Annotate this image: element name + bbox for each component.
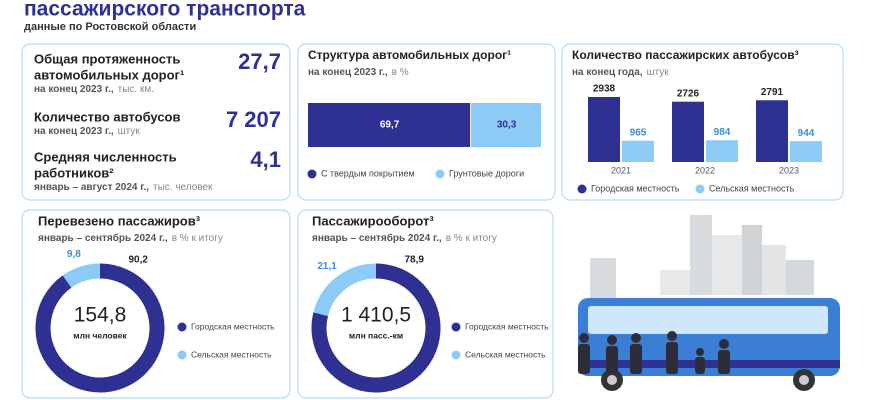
bar: [588, 97, 620, 162]
legend-label: Сельская местность: [465, 349, 546, 359]
legend-label: Сельская местность: [709, 183, 795, 193]
center-value: 154,8: [74, 304, 127, 327]
card-subtitle: на конец 2023 г., в %: [308, 67, 409, 78]
donut-segment: [313, 263, 377, 317]
kpi-label: работников²: [34, 165, 114, 180]
subtitle-unit: в % к итогу: [172, 233, 223, 244]
legend-marker: [577, 184, 587, 194]
value-label: 78,9: [404, 254, 424, 265]
bar: [756, 100, 788, 162]
subtitle-period: январь – сентябрь 2024 г.,: [38, 232, 168, 244]
subtitle-period: январь – сентябрь 2024 г.,: [312, 232, 442, 244]
donut-segment: [311, 263, 441, 393]
value-label: 2938: [593, 84, 616, 95]
legend-marker: [451, 350, 461, 360]
legend-marker: [177, 350, 187, 360]
kpi-value: 27,7: [238, 49, 281, 74]
value-label: 2791: [761, 87, 784, 98]
kpi-unit: штук: [118, 126, 141, 137]
value-label: 30,3: [497, 120, 517, 131]
kpi-label: автомобильных дорог¹: [34, 67, 184, 82]
x-tick-label: 2021: [611, 165, 631, 175]
subtitle-unit: в % к итогу: [446, 233, 497, 244]
card-subtitle: на конец года, штук: [572, 67, 669, 78]
card-title: Структура автомобильных дорог¹: [308, 48, 511, 62]
subtitle-period: на конец года,: [572, 67, 643, 78]
page-title: пассажирского транспорта: [24, 0, 306, 21]
card-title: Количество пассажирских автобусов³: [572, 48, 799, 62]
kpi-subtitle: январь – август 2024 г., тыс. человек: [34, 182, 213, 193]
kpi-period: на конец 2023 г.,: [34, 126, 114, 137]
kpi-card: [21, 43, 291, 201]
subtitle-period: на конец 2023 г.,: [308, 67, 388, 78]
value-label: 944: [798, 128, 815, 139]
legend-marker: [435, 169, 445, 179]
kpi-subtitle: на конец 2023 г., штук: [34, 126, 140, 137]
illustration: [578, 215, 840, 391]
donut-segment: [62, 263, 101, 288]
kpi-subtitle: на конец 2023 г., тыс. км.: [34, 84, 154, 95]
center-unit: млн пасс.-км: [349, 330, 403, 340]
legend-label: Городская местность: [591, 183, 680, 193]
kpi-value: 7 207: [226, 107, 281, 132]
kpi-label: Средняя численность: [34, 149, 177, 164]
legend-label: С твердым покрытием: [321, 168, 415, 178]
value-label: 965: [630, 127, 647, 138]
bar: [790, 141, 822, 162]
page-subtitle: данные по Ростовской области: [24, 21, 196, 33]
bar: [672, 101, 704, 162]
card-title: Пассажирооборот³: [312, 213, 434, 228]
bar: [706, 140, 738, 162]
value-label: 984: [714, 127, 731, 138]
value-label: 21,1: [317, 261, 337, 272]
card-title: Перевезено пассажиров³: [38, 213, 201, 228]
legend-marker: [451, 322, 461, 332]
x-tick-label: 2023: [779, 165, 799, 175]
legend-label: Городская местность: [191, 321, 275, 331]
legend-marker: [695, 184, 705, 194]
kpi-period: январь – август 2024 г.,: [34, 182, 149, 193]
kpi-label: Количество автобусов: [34, 109, 181, 124]
kpi-value: 4,1: [250, 147, 281, 172]
value-label: 2726: [677, 88, 700, 99]
bar: [622, 140, 654, 162]
center-value: 1 410,5: [341, 304, 411, 327]
subtitle-unit: в %: [392, 67, 409, 78]
bar-segment: [308, 103, 471, 147]
card-subtitle: январь – сентябрь 2024 г., в % к итогу: [312, 232, 497, 244]
x-tick-label: 2022: [695, 165, 715, 175]
legend-marker: [307, 169, 317, 179]
value-label: 9,8: [67, 249, 81, 260]
bar-segment: [471, 103, 541, 147]
legend-label: Грунтовые дороги: [449, 168, 524, 178]
value-label: 90,2: [128, 254, 148, 265]
value-label: 69,7: [380, 120, 400, 131]
kpi-label: Общая протяженность: [34, 51, 180, 66]
center-unit: млн человек: [73, 330, 127, 340]
legend-label: Сельская местность: [191, 349, 272, 359]
kpi-unit: тыс. человек: [153, 182, 213, 193]
kpi-period: на конец 2023 г.,: [34, 84, 114, 95]
legend-marker: [177, 322, 187, 332]
legend-label: Городская местность: [465, 321, 549, 331]
donut-segment: [35, 263, 165, 393]
kpi-unit: тыс. км.: [118, 84, 154, 95]
subtitle-unit: штук: [647, 67, 670, 78]
card-subtitle: январь – сентябрь 2024 г., в % к итогу: [38, 232, 223, 244]
